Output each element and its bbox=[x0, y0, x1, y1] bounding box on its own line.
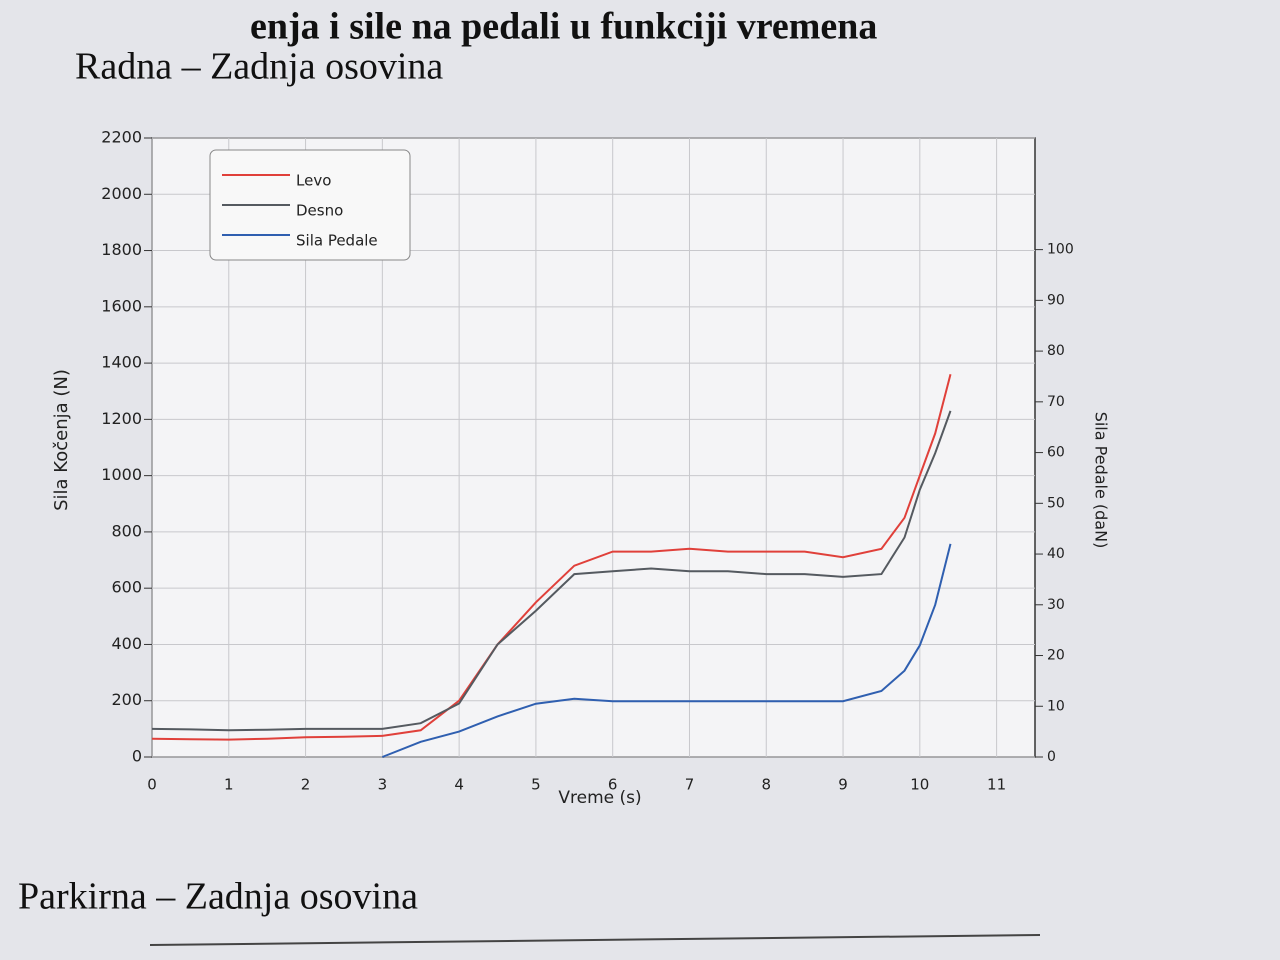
y2-tick-label: 10 bbox=[1047, 698, 1065, 714]
y-tick-label: 1600 bbox=[101, 296, 142, 315]
x-tick-label: 11 bbox=[987, 776, 1006, 794]
y2-tick-label: 70 bbox=[1047, 394, 1065, 410]
y2-tick-label: 20 bbox=[1047, 648, 1065, 664]
y-tick-label: 2000 bbox=[101, 184, 142, 203]
y-tick-label: 800 bbox=[111, 521, 142, 540]
y-tick-label: 1200 bbox=[101, 409, 142, 428]
y2-tick-label: 50 bbox=[1047, 495, 1065, 511]
x-tick-label: 0 bbox=[147, 776, 157, 794]
legend bbox=[209, 149, 411, 261]
next-title: Parkirna – Zadnja osovina bbox=[18, 876, 418, 918]
y-tick-label: 0 bbox=[132, 747, 142, 766]
y-tick-label: 1800 bbox=[101, 240, 142, 259]
legend-label: Sila Pedale bbox=[296, 232, 378, 250]
x-tick-label: 5 bbox=[531, 776, 541, 794]
y-tick-label: 1400 bbox=[101, 353, 142, 372]
next-chart-edge bbox=[149, 934, 1041, 946]
x-axis-label: Vreme (s) bbox=[558, 788, 641, 808]
x-tick-label: 4 bbox=[454, 776, 464, 794]
series-line bbox=[151, 374, 952, 741]
x-tick-label: 1 bbox=[224, 776, 234, 794]
y-tick-label: 1000 bbox=[101, 465, 142, 484]
heading: enja i sile na pedali u funkciji vremena bbox=[250, 6, 877, 48]
x-tick-label: 7 bbox=[685, 776, 695, 794]
y2-tick-label: 30 bbox=[1047, 597, 1065, 613]
x-tick-label: 9 bbox=[838, 776, 848, 794]
y-tick-label: 600 bbox=[111, 578, 142, 597]
chart-title: Radna – Zadnja osovina bbox=[75, 46, 443, 88]
x-tick-label: 6 bbox=[608, 776, 618, 794]
series-line bbox=[381, 543, 952, 758]
y2-tick-label: 40 bbox=[1047, 546, 1065, 562]
x-tick-label: 10 bbox=[910, 776, 929, 794]
x-tick-label: 2 bbox=[301, 776, 311, 794]
x-tick-label: 3 bbox=[378, 776, 388, 794]
y-tick-label: 400 bbox=[111, 634, 142, 653]
chart: 0 1 2 3 4 5 6 7 8 9 10 1102004006008001000120014001… bbox=[101, 128, 1073, 794]
legend-label: Desno bbox=[296, 202, 343, 220]
y2-tick-label: 80 bbox=[1047, 343, 1065, 359]
y2-tick-label: 90 bbox=[1047, 292, 1065, 308]
series-line bbox=[151, 410, 952, 732]
y2-axis-label: Sila Pedale (daN) bbox=[1092, 412, 1111, 549]
y2-tick-label: 100 bbox=[1047, 242, 1074, 258]
x-tick-label: 8 bbox=[761, 776, 771, 794]
y-tick-label: 2200 bbox=[101, 128, 142, 147]
y2-tick-label: 60 bbox=[1047, 445, 1065, 461]
y2-tick-label: 0 bbox=[1047, 749, 1056, 765]
legend-label: Levo bbox=[296, 172, 331, 190]
y-axis-label: Sila Kočenja (N) bbox=[51, 369, 72, 511]
y-tick-label: 200 bbox=[111, 690, 142, 709]
